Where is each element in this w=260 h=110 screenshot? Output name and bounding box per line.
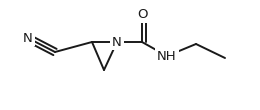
Text: NH: NH <box>157 50 177 62</box>
Text: N: N <box>23 31 33 45</box>
Text: N: N <box>112 36 122 49</box>
Text: O: O <box>137 8 147 21</box>
